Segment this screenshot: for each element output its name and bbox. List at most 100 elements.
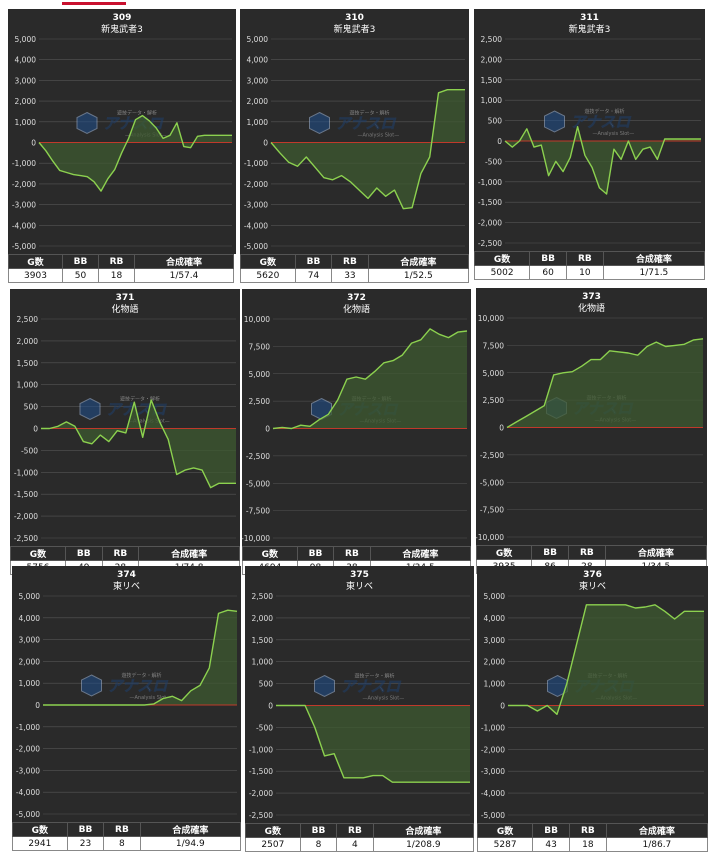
y-tick-label: 2,000 (15, 97, 37, 106)
y-tick-label: 2,500 (481, 35, 503, 44)
stats-header-cell: G数 (11, 547, 66, 561)
y-tick-label: 0 (500, 702, 505, 711)
stats-header-cell: BB (530, 252, 567, 266)
y-tick-label: -2,000 (249, 789, 273, 798)
y-tick-label: 2,000 (19, 657, 41, 666)
y-tick-label: 2,000 (484, 658, 506, 667)
stats-header-cell: RB (104, 823, 140, 837)
y-tick-label: 1,000 (19, 679, 41, 688)
y-tick-label: -5,000 (16, 810, 40, 819)
watermark-brand: アナスロ (108, 677, 169, 695)
watermark-brand: アナスロ (571, 113, 632, 131)
stats-header-cell: RB (334, 547, 370, 561)
stats-header-cell: G数 (243, 547, 298, 561)
y-tick-label: -10,000 (476, 533, 504, 542)
chart-svg: 373化物語10,0007,5005,0002,5000-2,500-5,000… (476, 288, 707, 545)
stats-header-cell: BB (295, 255, 331, 269)
y-tick-label: -1,500 (14, 490, 38, 499)
bb-cell: 50 (63, 269, 99, 283)
y-tick-label: 500 (24, 403, 39, 412)
y-tick-label: 1,500 (17, 359, 39, 368)
stats-header-cell: 合成確率 (135, 255, 234, 269)
chart-title: 309 (113, 13, 132, 23)
chart-title: 371 (116, 293, 135, 303)
y-tick-label: 2,500 (252, 592, 274, 601)
y-tick-label: -2,500 (14, 534, 38, 543)
y-tick-label: -2,500 (480, 451, 504, 460)
stats-header-cell: RB (569, 824, 606, 838)
y-tick-label: 1,000 (252, 658, 274, 667)
chart-subtitle: 新鬼武者3 (334, 23, 376, 35)
y-tick-label: -3,000 (12, 201, 36, 210)
y-tick-label: 5,000 (15, 35, 37, 44)
y-tick-label: -5,000 (244, 242, 268, 251)
y-tick-label: 5,000 (483, 369, 505, 378)
y-tick-label: 1,000 (15, 118, 37, 127)
y-tick-label: -500 (256, 723, 273, 732)
y-tick-label: -5,000 (246, 479, 270, 488)
chart-svg: 309新鬼武者35,0004,0003,0002,0001,0000-1,000… (8, 9, 236, 254)
y-tick-label: 0 (265, 425, 270, 434)
y-tick-label: -2,500 (246, 452, 270, 461)
y-tick-label: 10,000 (478, 314, 504, 323)
y-tick-label: -1,000 (244, 159, 268, 168)
y-tick-label: -1,000 (481, 723, 505, 732)
stats-header-cell: 合成確率 (370, 547, 470, 561)
y-tick-label: -2,000 (14, 512, 38, 521)
y-tick-label: 7,500 (483, 341, 505, 350)
stats-header-cell: RB (99, 255, 135, 269)
stats-header-cell: G数 (477, 546, 532, 560)
chart-title: 374 (117, 570, 136, 580)
chart-svg: 311新鬼武者32,5002,0001,5001,0005000-500-1,0… (474, 9, 705, 251)
y-tick-label: -2,000 (244, 180, 268, 189)
y-tick-label: 4,000 (484, 614, 506, 623)
y-tick-label: 2,500 (483, 396, 505, 405)
stats-header-cell: BB (67, 823, 103, 837)
stats-header-cell: RB (337, 824, 373, 838)
y-tick-label: -4,000 (12, 221, 36, 230)
y-tick-label: 0 (33, 425, 38, 434)
y-tick-label: -4,000 (244, 221, 268, 230)
stats-header-cell: 合成確率 (140, 823, 240, 837)
y-tick-label: -2,500 (478, 239, 502, 248)
games-cell: 5002 (475, 266, 530, 280)
y-tick-label: -3,000 (481, 767, 505, 776)
stats-header-cell: BB (297, 547, 333, 561)
y-tick-label: 7,500 (249, 342, 271, 351)
chart-subtitle: 東リベ (346, 580, 373, 592)
y-tick-label: 1,000 (17, 381, 39, 390)
chart-subtitle: 化物語 (111, 303, 138, 315)
rate-cell: 1/71.5 (603, 266, 704, 280)
y-tick-label: -4,000 (481, 789, 505, 798)
y-tick-label: 3,000 (15, 76, 37, 85)
y-tick-label: 2,000 (17, 337, 39, 346)
y-tick-label: -1,500 (249, 767, 273, 776)
rb-cell: 33 (332, 269, 368, 283)
chart-subtitle: 化物語 (578, 302, 605, 314)
y-tick-label: -5,000 (481, 811, 505, 820)
stats-header-cell: G数 (241, 255, 296, 269)
y-tick-label: -2,000 (16, 745, 40, 754)
stats-header-cell: G数 (478, 824, 533, 838)
y-tick-label: -3,000 (16, 766, 40, 775)
y-tick-label: -5,000 (480, 478, 504, 487)
rb-cell: 18 (99, 269, 135, 283)
y-tick-label: 3,000 (247, 76, 269, 85)
watermark-sub: —Analysis Slot— (358, 133, 400, 139)
stats-header-cell: BB (300, 824, 336, 838)
logo-hexagon-icon (315, 676, 335, 697)
y-tick-label: -1,000 (14, 468, 38, 477)
rb-cell: 10 (566, 266, 603, 280)
stats-header-cell: G数 (13, 823, 68, 837)
y-tick-label: -7,500 (480, 506, 504, 515)
